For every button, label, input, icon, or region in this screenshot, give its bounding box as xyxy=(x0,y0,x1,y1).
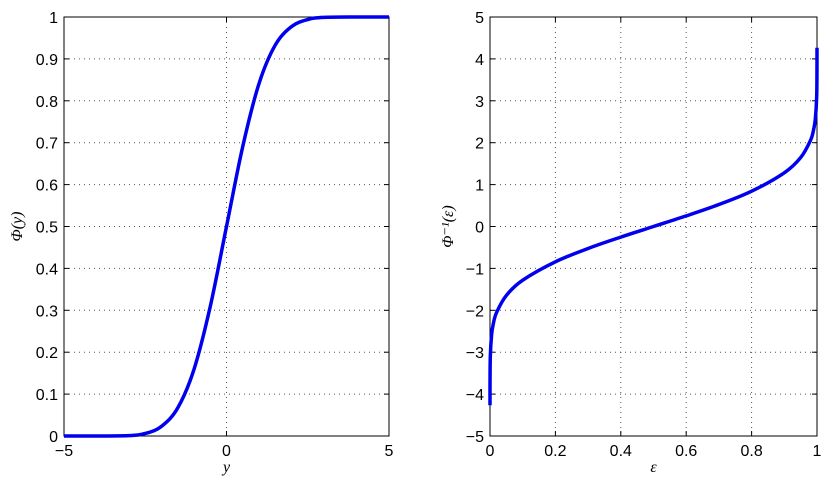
x-tick-label: 5 xyxy=(385,443,394,460)
x-axis-label: y xyxy=(221,459,231,476)
x-tick-label: 0.8 xyxy=(740,443,762,460)
y-tick-label: 5 xyxy=(475,10,484,27)
y-tick-label: 0.5 xyxy=(36,220,58,237)
y-tick-label: 1 xyxy=(475,178,484,195)
y-tick-label: 0.3 xyxy=(36,303,58,320)
y-tick-label: 0.1 xyxy=(36,387,58,404)
y-tick-label: 0.4 xyxy=(36,261,58,278)
y-tick-label: −4 xyxy=(466,387,484,404)
x-tick-label: 0 xyxy=(222,443,231,460)
x-tick-label: 0 xyxy=(486,443,495,460)
y-tick-label: −1 xyxy=(466,261,484,278)
y-tick-label: 0.6 xyxy=(36,178,58,195)
y-tick-label: 0.9 xyxy=(36,52,58,69)
y-tick-label: 0 xyxy=(49,429,58,446)
y-tick-label: 0.8 xyxy=(36,94,58,111)
y-axis-label: Φ⁻¹(ε) xyxy=(440,205,457,247)
inverse-cdf-panel: 0 0.2 0.4 0.6 0.8 1 −5 −4 −3 −2 −1 0 1 2 3 4 5 ε Φ⁻¹(ε) xyxy=(440,10,822,476)
y-tick-label: 1 xyxy=(49,10,58,27)
series-line xyxy=(63,15,390,438)
x-tick-label: 0.4 xyxy=(610,443,632,460)
y-tick-label: 4 xyxy=(475,52,484,69)
y-tick-label: 2 xyxy=(475,136,484,153)
x-tick-label: 0.6 xyxy=(675,443,697,460)
x-tick-label: −5 xyxy=(55,443,73,460)
series-line xyxy=(488,47,819,406)
y-tick-label: 0.2 xyxy=(36,345,58,362)
y-tick-label: 3 xyxy=(475,94,484,111)
y-tick-label: 0.7 xyxy=(36,136,58,153)
x-tick-label: 0.2 xyxy=(544,443,566,460)
y-tick-label: −5 xyxy=(466,429,484,446)
y-tick-label: −2 xyxy=(466,303,484,320)
x-axis-label: ε xyxy=(650,459,657,476)
y-axis-label: Φ(y) xyxy=(9,212,26,242)
y-tick-label: −3 xyxy=(466,345,484,362)
x-tick-label: 1 xyxy=(813,443,822,460)
y-tick-label: 0 xyxy=(475,220,484,237)
